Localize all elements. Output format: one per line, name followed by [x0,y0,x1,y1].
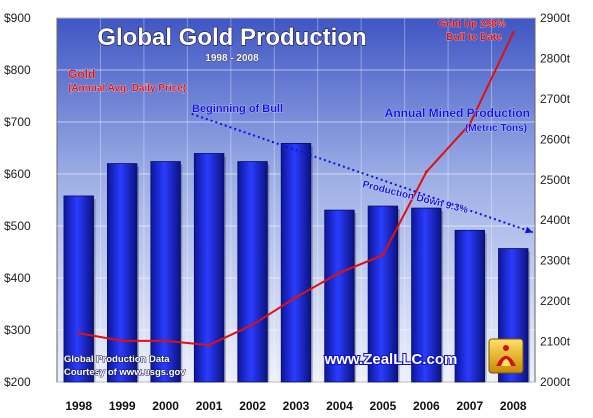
right-tick-label: 2800t [540,51,571,65]
x-tick-label: 1998 [65,399,92,413]
x-tick-label: 1999 [109,399,136,413]
bar-2004 [324,209,355,383]
price-point-2005 [381,253,385,257]
bar-2003 [280,142,312,383]
price-point-2007 [468,122,472,126]
right-tick-label: 2000t [540,375,571,389]
right-tick-label: 2600t [540,132,571,146]
gold-up-annotation-line1: Gold Up 298% [438,19,505,30]
bar-2002 [237,161,268,383]
right-tick-label: 2500t [540,173,571,187]
price-point-2004 [337,271,341,275]
price-point-2008 [511,31,515,35]
x-tick-label: 2004 [326,399,353,413]
price-point-2003 [294,295,298,299]
price-point-1999 [120,339,124,343]
left-tick-label: $300 [4,323,31,337]
left-tick-label: $600 [4,167,31,181]
bar-1999 [107,163,138,383]
production-series-label: Annual Mined Production [385,106,530,120]
gold-series-sublabel: (Annual Avg. Daily Price) [68,83,186,94]
x-tick-label: 2005 [370,399,397,413]
production-series-sublabel: (Metric Tons) [465,123,527,134]
source-line-1: Global Production Data [64,354,170,365]
right-tick-label: 2200t [540,294,571,308]
right-axis-ticks: 2000t 2100t 2200t 2300t 2400t 2500t 2600t 2700t… [540,11,571,389]
right-tick-label: 2900t [540,11,571,25]
x-tick-label: 2002 [239,399,266,413]
left-tick-label: $900 [4,11,31,25]
beginning-of-bull-annotation: Beginning of Bull [192,103,283,115]
left-tick-label: $800 [4,63,31,77]
source-line-2: Courtesy of www.usgs.gov [64,367,186,378]
trend-line [191,112,534,234]
price-point-1998 [77,331,81,335]
bar-1998 [63,195,94,383]
right-tick-label: 2700t [540,92,571,106]
price-point-2000 [164,339,168,343]
trend-arrow-icon [524,226,533,234]
right-tick-label: 2300t [540,254,571,268]
left-tick-label: $700 [4,115,31,129]
gold-up-annotation-line2: Bull to Date [446,32,502,43]
left-tick-label: $500 [4,219,31,233]
x-tick-label: 2000 [152,399,179,413]
left-tick-label: $400 [4,271,31,285]
chart-title: Global Gold Production [97,24,366,51]
zeal-logo-icon [488,338,524,374]
right-tick-label: 2100t [540,335,571,349]
bar-2000 [150,161,181,383]
x-tick-label: 2001 [196,399,223,413]
left-axis-ticks: $200 $300 $400 $500 $600 $700 $800 $900 [4,11,31,389]
bar-series [63,142,531,383]
chart-subtitle: 1998 - 2008 [205,53,259,64]
x-tick-label: 2008 [500,399,527,413]
price-point-2002 [251,323,255,327]
bar-2001 [193,153,225,383]
x-tick-label: 2003 [283,399,310,413]
left-tick-label: $200 [4,375,31,389]
x-tick-label: 2006 [413,399,440,413]
website-label: www.ZealLLC.com [324,351,458,368]
gold-series-label: Gold [68,67,95,81]
bar-2007 [454,229,485,383]
right-tick-label: 2400t [540,213,571,227]
x-tick-label: 2007 [456,399,483,413]
price-line-series [77,31,515,347]
bar-2006 [411,207,442,383]
price-point-2001 [207,343,211,347]
x-axis-ticks: 1998 1999 2000 2001 2002 2003 2004 2005 2006 2007… [65,399,527,413]
production-trend-line [191,112,534,234]
price-point-2006 [424,170,428,174]
